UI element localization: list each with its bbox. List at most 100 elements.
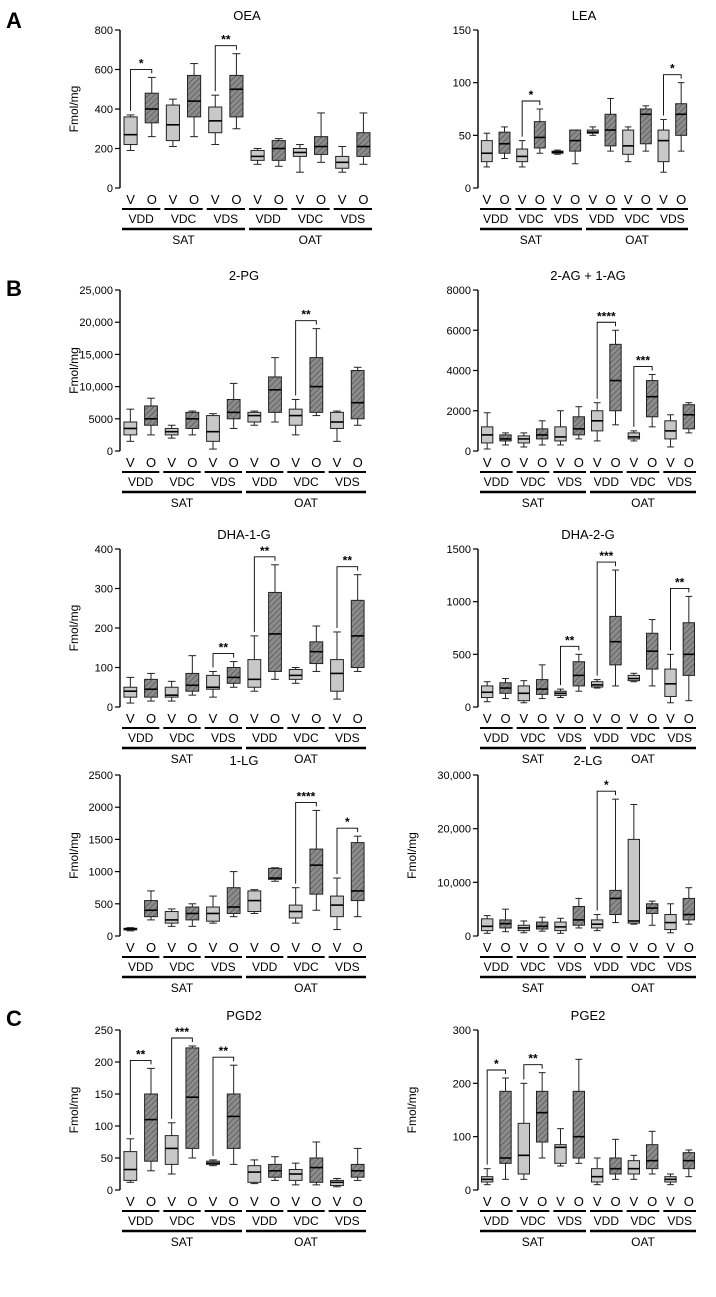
x-tick-label: V	[167, 711, 176, 726]
significance-bracket	[663, 74, 682, 116]
x-tick-label: O	[574, 455, 584, 470]
x-tick-label: O	[647, 1194, 657, 1209]
box-o	[185, 672, 200, 692]
x-tick-label: O	[311, 711, 321, 726]
group-label: VDS	[340, 212, 365, 226]
box-o	[645, 380, 659, 418]
x-tick-label: O	[610, 455, 620, 470]
depot-label: SAT	[522, 752, 545, 766]
depot-label: OAT	[631, 981, 655, 995]
box-v	[516, 148, 529, 163]
depot-label: OAT	[625, 233, 649, 247]
box-v	[164, 1135, 179, 1165]
box-o	[309, 357, 324, 413]
group-label: VDD	[252, 1214, 278, 1228]
group-label: VDD	[484, 1214, 510, 1228]
depot-label: OAT	[294, 1235, 318, 1249]
group-label: VDD	[594, 475, 620, 489]
group-label: VDC	[520, 960, 546, 974]
x-tick-label: O	[270, 455, 280, 470]
y-tick-label: 200	[453, 1078, 471, 1090]
group-label: VDC	[630, 731, 656, 745]
group-label: VDD	[128, 731, 154, 745]
x-tick-label: V	[629, 455, 638, 470]
y-tick-label: 0	[465, 1185, 471, 1197]
significance-bracket	[486, 1069, 506, 1165]
significance-label: ****	[297, 789, 316, 803]
significance-bracket	[295, 801, 317, 884]
box-o	[350, 842, 365, 902]
x-tick-label: O	[274, 192, 284, 207]
y-tick-label: 5000	[89, 414, 113, 426]
chart-title: 1-LG	[230, 753, 259, 768]
box-v	[123, 116, 138, 146]
significance-label: *	[529, 88, 534, 102]
chart-title: DHA-1-G	[217, 527, 270, 542]
x-tick-label: O	[353, 940, 363, 955]
depot-label: SAT	[172, 233, 195, 247]
x-tick-label: V	[519, 1194, 528, 1209]
x-tick-label: V	[169, 192, 178, 207]
x-tick-label: O	[146, 940, 156, 955]
significance-bracket	[336, 566, 359, 628]
box-o	[535, 679, 549, 695]
chart-title: 2-LG	[574, 753, 603, 768]
box-o	[350, 599, 365, 668]
group-label: VDC	[293, 731, 319, 745]
y-tick-label: 500	[453, 649, 471, 661]
group-label: VDD	[255, 212, 281, 226]
x-tick-label: O	[574, 1194, 584, 1209]
significance-label: *	[670, 62, 675, 76]
x-tick-label: O	[270, 1194, 280, 1209]
box-v	[664, 668, 677, 697]
group-label: VDS	[667, 731, 692, 745]
x-tick-label: O	[500, 455, 510, 470]
x-tick-label: V	[588, 192, 597, 207]
y-tick-label: 50	[101, 1153, 113, 1165]
x-tick-label: V	[209, 455, 218, 470]
box-o	[535, 1090, 549, 1143]
x-tick-label: V	[209, 1194, 218, 1209]
x-tick-label: O	[187, 940, 197, 955]
group-label: VDD	[128, 212, 154, 226]
group-label: VDC	[171, 212, 197, 226]
group-label: VDS	[211, 475, 236, 489]
chart-title: PGE2	[571, 1008, 606, 1023]
box-o	[309, 641, 324, 665]
y-tick-label: 100	[95, 1121, 113, 1133]
x-tick-label: V	[556, 940, 565, 955]
box-o	[675, 103, 688, 136]
group-label: VDC	[169, 1214, 195, 1228]
chart-title: OEA	[233, 8, 261, 23]
x-tick-label: V	[250, 1194, 259, 1209]
x-tick-label: V	[666, 711, 675, 726]
depot-label: OAT	[631, 1235, 655, 1249]
depot-label: SAT	[171, 1235, 194, 1249]
box-v	[627, 1160, 641, 1175]
group-label: VDC	[169, 960, 195, 974]
y-axis-label: Fmol/mg	[405, 1087, 419, 1134]
box-o	[144, 678, 158, 698]
box-o	[499, 434, 512, 442]
x-tick-label: V	[291, 940, 300, 955]
box-o	[498, 131, 511, 154]
x-tick-label: V	[338, 192, 347, 207]
group-label: VDD	[484, 731, 510, 745]
box-v	[664, 420, 677, 440]
group-label: VDC	[520, 731, 546, 745]
depot-label: SAT	[522, 981, 545, 995]
x-tick-label: O	[270, 711, 280, 726]
box-v	[627, 838, 641, 924]
x-tick-label: O	[353, 711, 363, 726]
significance-bracket	[633, 366, 653, 427]
depot-label: OAT	[631, 496, 655, 510]
y-tick-label: 50	[459, 130, 471, 142]
x-tick-label: O	[610, 711, 620, 726]
y-axis-label: Fmol/mg	[67, 1087, 81, 1134]
x-tick-label: O	[229, 1194, 239, 1209]
x-tick-label: V	[209, 940, 218, 955]
significance-label: *	[604, 778, 609, 792]
x-tick-label: V	[659, 192, 668, 207]
